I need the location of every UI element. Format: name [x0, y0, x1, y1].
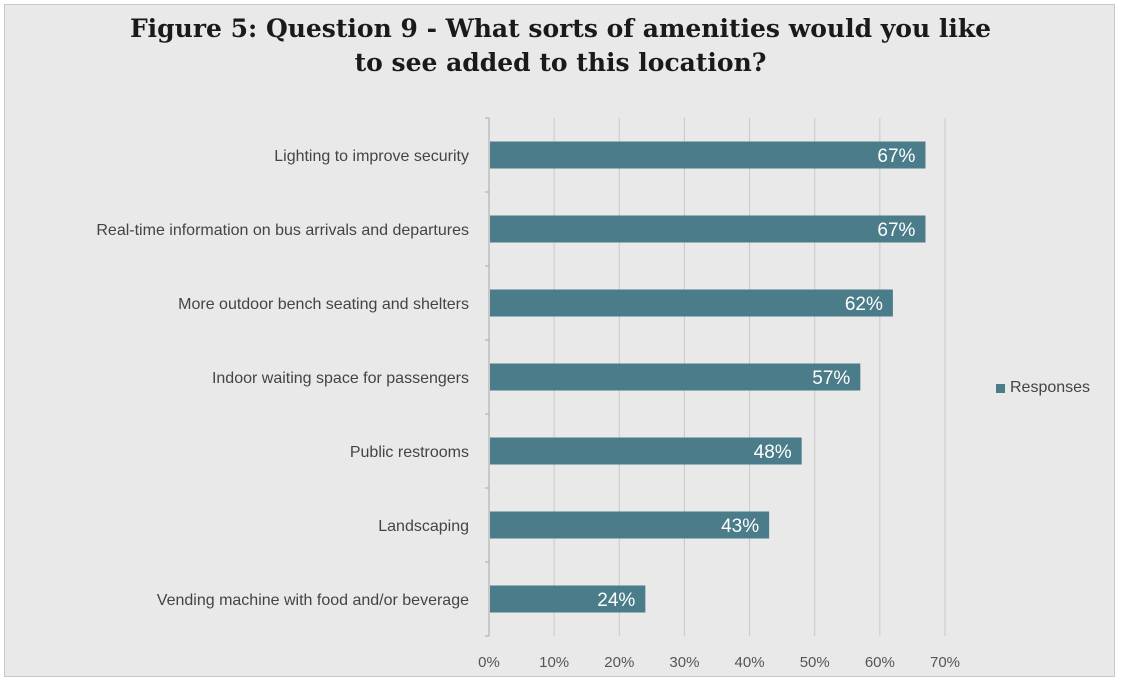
- data-label: 24%: [597, 590, 635, 611]
- x-tick-label: 10%: [539, 654, 569, 671]
- data-label: 43%: [721, 516, 759, 537]
- data-label: 62%: [845, 294, 883, 315]
- chart-frame: [4, 4, 1115, 677]
- data-label: 67%: [877, 146, 915, 167]
- x-tick-label: 20%: [604, 654, 634, 671]
- bar: [490, 363, 861, 391]
- data-label: 67%: [877, 220, 915, 241]
- bar: [490, 215, 926, 243]
- labels: 0% 10% 20% 30% 40% 50% 60% 70% Lighting to impro…: [96, 146, 960, 671]
- legend: Responses: [996, 379, 1090, 397]
- gridlines: [553, 118, 946, 636]
- category-label: Vending machine with food and/or beverag…: [157, 592, 469, 609]
- bar: [490, 585, 646, 613]
- axes: [485, 117, 490, 637]
- category-label: Landscaping: [378, 518, 469, 535]
- category-label: Lighting to improve security: [274, 148, 469, 165]
- category-label: Public restrooms: [350, 444, 469, 461]
- x-tick-label: 50%: [800, 654, 830, 671]
- bar: [490, 141, 926, 169]
- x-tick-label: 60%: [865, 654, 895, 671]
- bar: [490, 437, 802, 465]
- x-tick-label: 70%: [930, 654, 960, 671]
- category-label: More outdoor bench seating and shelters: [178, 296, 469, 313]
- x-tick-label: 30%: [669, 654, 699, 671]
- legend-label: Responses: [1010, 379, 1091, 396]
- category-label: Real-time information on bus arrivals an…: [96, 222, 469, 239]
- legend-swatch: [996, 383, 1005, 393]
- bar: [490, 289, 893, 317]
- data-label: 48%: [754, 442, 792, 463]
- data-label: 57%: [812, 368, 850, 389]
- x-tick-label: 0%: [478, 654, 500, 671]
- category-label: Indoor waiting space for passengers: [212, 370, 469, 387]
- chart-title: Figure 5: Question 9 - What sorts of ame…: [129, 14, 992, 77]
- bar: [490, 511, 770, 539]
- bars: [490, 141, 926, 613]
- x-tick-label: 40%: [735, 654, 765, 671]
